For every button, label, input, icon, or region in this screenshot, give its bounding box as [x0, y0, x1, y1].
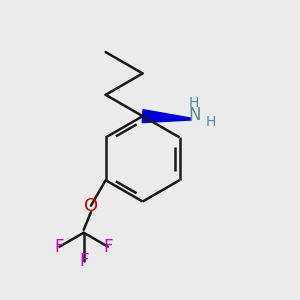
- Text: H: H: [189, 96, 200, 110]
- Text: O: O: [84, 197, 98, 215]
- Polygon shape: [142, 110, 191, 123]
- Text: H: H: [205, 115, 215, 129]
- Text: F: F: [79, 252, 88, 270]
- Text: F: F: [103, 238, 113, 256]
- Text: F: F: [55, 238, 64, 256]
- Text: N: N: [188, 106, 201, 124]
